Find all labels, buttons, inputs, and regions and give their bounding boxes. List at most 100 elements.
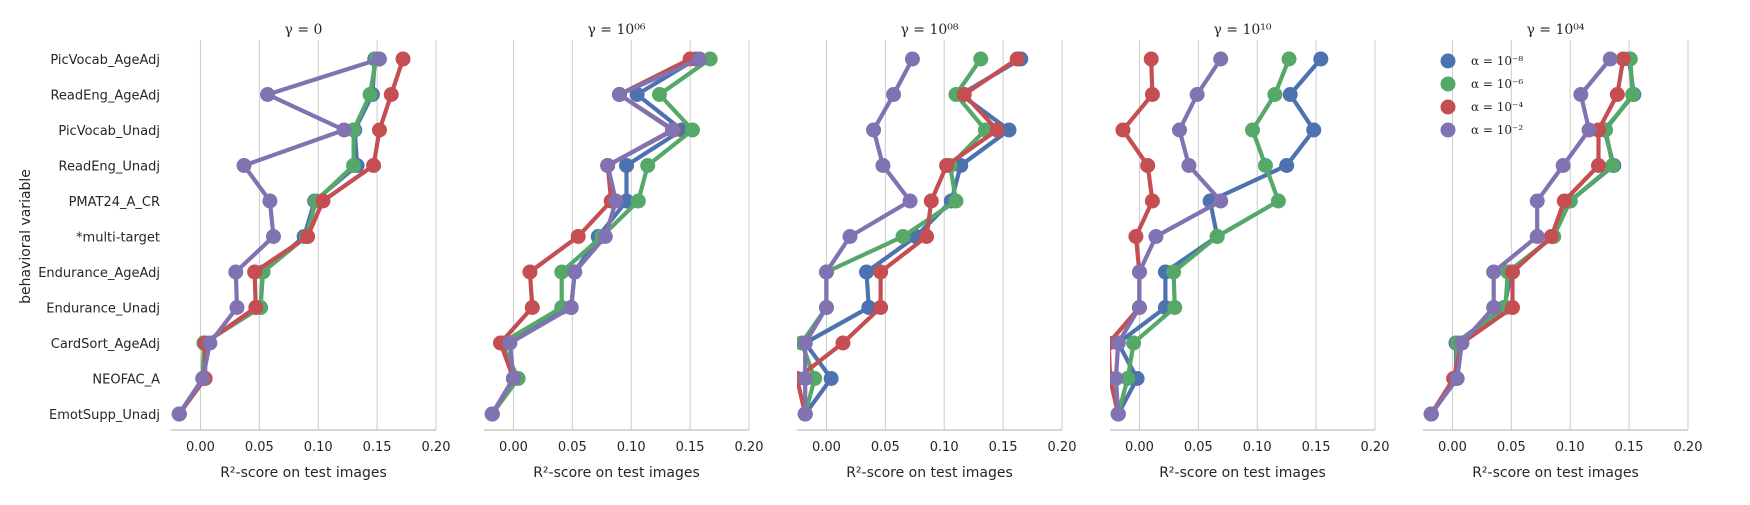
x-axis-title: R²-score on test images <box>1472 465 1639 481</box>
data-point <box>629 87 645 102</box>
data-point <box>875 158 891 173</box>
data-point <box>956 87 972 102</box>
data-point <box>597 229 613 244</box>
data-point <box>866 122 882 138</box>
category-label: ReadEng_Unadj <box>59 160 160 175</box>
data-point <box>1115 122 1131 138</box>
data-point <box>1245 122 1261 138</box>
data-point <box>902 193 918 209</box>
series-line <box>177 56 406 417</box>
legend-marker <box>1440 99 1456 115</box>
data-point <box>1131 264 1147 280</box>
data-point <box>260 87 276 102</box>
data-point <box>1454 335 1470 351</box>
data-point <box>1581 122 1597 138</box>
x-tick-label: 0.05 <box>245 440 274 455</box>
data-point <box>1590 158 1606 173</box>
data-point <box>1144 87 1160 102</box>
x-axis-title: R²-score on test images <box>533 465 700 481</box>
data-point <box>1144 193 1160 209</box>
data-point <box>1313 51 1329 67</box>
data-point <box>262 193 278 209</box>
data-point <box>630 193 646 209</box>
x-tick-label: 0.05 <box>558 440 587 455</box>
x-axis-title: R²-score on test images <box>220 465 387 481</box>
x-tick-label: 0.00 <box>1125 440 1154 455</box>
data-point <box>797 335 813 351</box>
data-point <box>895 229 911 244</box>
data-point <box>1209 229 1225 244</box>
x-tick-label: 0.05 <box>1184 440 1213 455</box>
data-point <box>692 51 708 67</box>
x-tick-label: 0.10 <box>930 440 959 455</box>
data-point <box>973 51 989 67</box>
data-point <box>651 87 667 102</box>
data-point <box>797 371 813 386</box>
data-point <box>383 87 399 102</box>
data-point <box>236 158 252 173</box>
data-point <box>1281 51 1297 67</box>
data-point <box>684 122 700 138</box>
data-point <box>247 264 263 280</box>
data-point <box>1505 300 1521 315</box>
data-point <box>265 229 281 244</box>
data-point <box>1555 158 1571 173</box>
data-point <box>228 264 244 280</box>
category-label: PicVocab_Unadj <box>58 124 160 139</box>
panel-title: γ = 10¹⁰ <box>1213 22 1271 38</box>
data-point <box>1009 51 1025 67</box>
data-point <box>1543 229 1559 244</box>
data-point <box>1257 158 1273 173</box>
data-point <box>171 406 187 422</box>
x-tick-label: 0.00 <box>186 440 215 455</box>
data-point <box>858 264 874 280</box>
data-point <box>1126 335 1142 351</box>
legend-marker <box>1440 53 1456 69</box>
category-label: CardSort_AgeAdj <box>51 337 160 352</box>
series-group <box>1110 51 1329 422</box>
x-tick-label: 0.15 <box>1615 440 1644 455</box>
data-point <box>1615 51 1631 67</box>
data-point <box>315 193 331 209</box>
x-tick-label: 0.15 <box>363 440 392 455</box>
data-point <box>1306 122 1322 138</box>
data-point <box>953 158 969 173</box>
data-point <box>919 229 935 244</box>
y-axis-title: behavioral variable <box>18 169 34 304</box>
panel-title: γ = 0 <box>285 22 323 38</box>
data-point <box>1449 371 1465 386</box>
data-point <box>502 335 518 351</box>
data-point <box>702 51 718 67</box>
data-point <box>1110 335 1126 351</box>
data-point <box>1270 193 1286 209</box>
data-point <box>202 335 218 351</box>
data-point <box>861 300 877 315</box>
data-point <box>1213 193 1229 209</box>
series-line <box>799 56 988 417</box>
data-point <box>484 406 500 422</box>
legend-label: α = 10⁻² <box>1471 123 1523 137</box>
x-tick-label: 0.15 <box>1302 440 1331 455</box>
data-point <box>1167 300 1183 315</box>
data-point <box>1171 122 1187 138</box>
data-point <box>1189 87 1205 102</box>
data-point <box>1486 300 1502 315</box>
data-point <box>1529 229 1545 244</box>
legend-label: α = 10⁻⁶ <box>1471 77 1523 91</box>
data-point <box>371 51 387 67</box>
data-point <box>1267 87 1283 102</box>
data-point <box>818 300 834 315</box>
panel-title: γ = 10⁰⁶ <box>587 22 645 38</box>
x-tick-label: 0.20 <box>735 440 764 455</box>
legend-label: α = 10⁻⁸ <box>1471 54 1523 68</box>
data-point <box>567 264 583 280</box>
x-tick-label: 0.00 <box>1438 440 1467 455</box>
series-group <box>171 51 411 422</box>
data-point <box>886 87 902 102</box>
x-tick-label: 0.05 <box>871 440 900 455</box>
x-tick-label: 0.10 <box>304 440 333 455</box>
data-point <box>1143 51 1159 67</box>
x-tick-label: 0.05 <box>1497 440 1526 455</box>
category-label: EmotSupp_Unadj <box>49 408 160 423</box>
data-point <box>1605 158 1621 173</box>
